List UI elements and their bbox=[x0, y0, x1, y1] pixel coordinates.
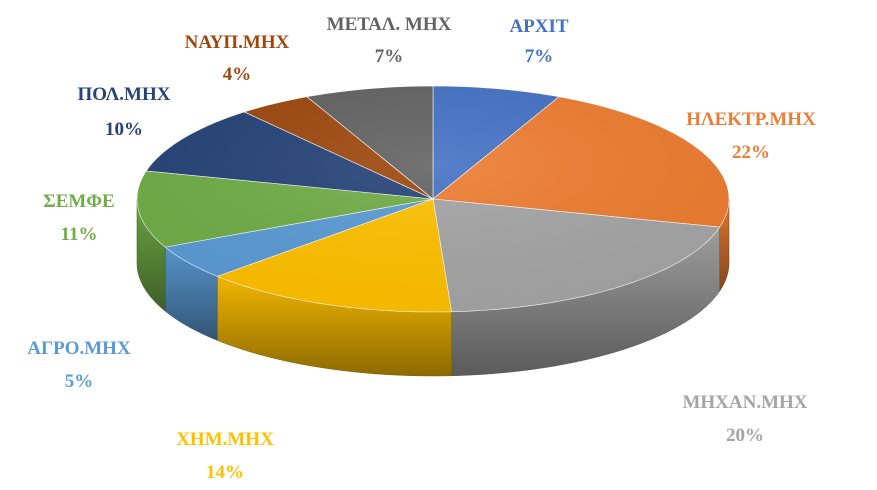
slice-value-χημ-μηχ: 14% bbox=[206, 462, 244, 483]
slice-label-αρχιτ: ΑΡΧΙΤ bbox=[509, 16, 568, 37]
slice-label-μηχαν-μηχ: ΜΗΧΑΝ.ΜΗΧ bbox=[682, 392, 807, 413]
pie-labels: ΑΡΧΙΤ 7% ΗΛΕΚΤΡ.ΜΗΧ 22% ΜΗΧΑΝ.ΜΗΧ 20% ΧΗΜ.ΜΗΧ 1… bbox=[27, 14, 816, 483]
slice-label-μεταλ-μηχ: ΜΕΤΑΛ. ΜΗΧ bbox=[327, 14, 452, 35]
slice-value-ηλεκτρ-μηχ: 22% bbox=[732, 142, 770, 163]
slice-label-αγρο-μηχ: ΑΓΡΟ.ΜΗΧ bbox=[27, 338, 131, 359]
slice-value-αρχιτ: 7% bbox=[525, 46, 554, 67]
slice-label-ναυπ-μηχ: ΝΑΥΠ.ΜΗΧ bbox=[185, 32, 290, 53]
slice-label-πολ-μηχ: ΠΟΛ.ΜΗΧ bbox=[78, 84, 171, 105]
slice-label-σεμφε: ΣΕΜΦΕ bbox=[43, 191, 114, 212]
slice-value-σεμφε: 11% bbox=[61, 224, 98, 245]
slice-label-χημ-μηχ: ΧΗΜ.ΜΗΧ bbox=[176, 429, 274, 450]
slice-value-αγρο-μηχ: 5% bbox=[65, 371, 94, 392]
pie-tops bbox=[136, 85, 730, 313]
slice-value-μεταλ-μηχ: 7% bbox=[375, 46, 404, 67]
slice-value-μηχαν-μηχ: 20% bbox=[726, 425, 764, 446]
slice-value-ναυπ-μηχ: 4% bbox=[223, 64, 252, 85]
slice-value-πολ-μηχ: 10% bbox=[105, 119, 143, 140]
slice-label-ηλεκτρ-μηχ: ΗΛΕΚΤΡ.ΜΗΧ bbox=[686, 109, 816, 130]
